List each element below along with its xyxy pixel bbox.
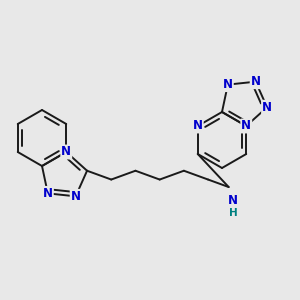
Text: N: N bbox=[228, 194, 238, 206]
Text: N: N bbox=[262, 101, 272, 114]
Text: N: N bbox=[43, 187, 53, 200]
Text: N: N bbox=[71, 190, 81, 203]
Text: N: N bbox=[223, 78, 233, 91]
Text: N: N bbox=[193, 119, 203, 133]
Text: H: H bbox=[229, 208, 238, 218]
Text: N: N bbox=[251, 75, 261, 88]
Text: N: N bbox=[61, 146, 71, 158]
Text: N: N bbox=[241, 119, 251, 133]
